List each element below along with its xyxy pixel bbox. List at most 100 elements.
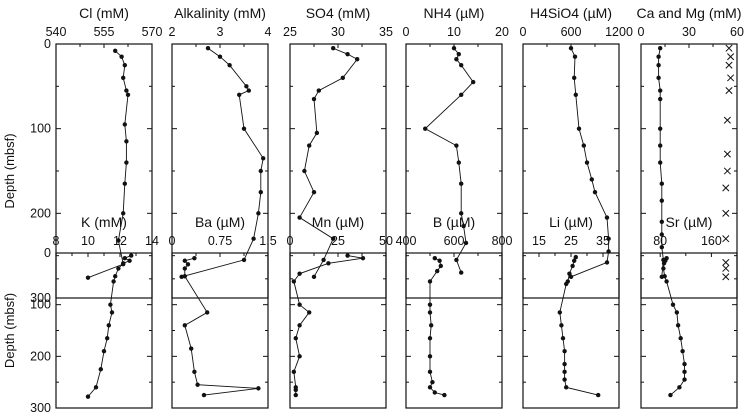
data-point bbox=[291, 279, 297, 284]
x-tick-label: 8 bbox=[53, 234, 60, 248]
data-point bbox=[658, 46, 663, 51]
data-point bbox=[456, 51, 461, 57]
data-point bbox=[674, 310, 680, 315]
x-tick-label: 12 bbox=[113, 234, 127, 248]
x-tick-label: 555 bbox=[94, 25, 115, 39]
data-point bbox=[297, 354, 302, 359]
data-point bbox=[311, 189, 317, 195]
x-tick-label: 540 bbox=[46, 25, 67, 39]
data-point bbox=[192, 369, 197, 375]
x-tick-label: 15 bbox=[532, 234, 546, 248]
data-point bbox=[217, 54, 223, 59]
data-point bbox=[331, 46, 336, 51]
data-point bbox=[427, 336, 433, 341]
data-point-x bbox=[727, 53, 735, 61]
x-tick-label: 160 bbox=[701, 234, 722, 248]
y-tick-label: 200 bbox=[30, 349, 51, 363]
plot-frame bbox=[522, 43, 620, 299]
data-point bbox=[321, 257, 326, 263]
data-point bbox=[113, 48, 118, 53]
data-point bbox=[237, 92, 242, 98]
data-point bbox=[659, 198, 664, 203]
x-tick-label: 25 bbox=[331, 234, 345, 248]
data-point bbox=[360, 255, 366, 261]
data-point bbox=[459, 211, 464, 216]
x-tick-label: 0 bbox=[287, 234, 294, 248]
y-tick-label: 0 bbox=[44, 37, 51, 51]
data-point bbox=[93, 385, 99, 390]
data-point bbox=[122, 255, 128, 261]
data-point bbox=[658, 126, 663, 131]
data-point bbox=[584, 160, 590, 165]
panel-11: Li (µM)15 25 35 bbox=[522, 214, 620, 409]
panel-5: H4SiO4 (µM)0 600 1200 bbox=[520, 5, 633, 299]
data-point bbox=[572, 75, 577, 81]
data-point bbox=[459, 270, 464, 275]
plot-frame bbox=[522, 252, 620, 409]
data-point bbox=[678, 336, 683, 341]
data-point bbox=[111, 279, 116, 284]
data-point bbox=[427, 369, 433, 375]
data-point bbox=[182, 266, 187, 271]
y-tick-label: 100 bbox=[30, 122, 51, 136]
data-point bbox=[307, 143, 312, 148]
data-point bbox=[662, 274, 667, 279]
data-point bbox=[192, 255, 197, 261]
data-point bbox=[345, 51, 350, 57]
data-point bbox=[562, 348, 567, 354]
data-point bbox=[246, 88, 251, 93]
data-point bbox=[302, 168, 307, 174]
y-tick-label: 0 bbox=[44, 246, 51, 260]
data-point bbox=[677, 385, 682, 390]
x-tick-label: 35 bbox=[596, 234, 610, 248]
panel-title: K (mM) bbox=[81, 214, 127, 230]
data-point bbox=[675, 323, 681, 328]
data-point bbox=[432, 255, 437, 261]
x-tick-label: 25 bbox=[283, 25, 297, 39]
panel-7: K (mM) 8 10 12 14 0 100 200 300 Depth (mbsf) bbox=[2, 214, 159, 415]
data-point bbox=[562, 369, 567, 375]
data-point-x bbox=[722, 209, 730, 217]
data-point bbox=[261, 156, 266, 161]
data-point bbox=[185, 262, 191, 267]
panel-title: Sr (µM) bbox=[666, 214, 713, 230]
series-line bbox=[559, 256, 599, 396]
series-line bbox=[298, 47, 358, 278]
data-point bbox=[459, 62, 464, 68]
plot-frame bbox=[640, 252, 738, 409]
data-point bbox=[430, 379, 435, 385]
data-point bbox=[589, 177, 594, 182]
data-point bbox=[459, 181, 464, 186]
plot-frame bbox=[640, 43, 738, 299]
data-point-x bbox=[722, 264, 730, 272]
data-point bbox=[668, 392, 673, 398]
panel-title: Ca and Mg (mM) bbox=[636, 5, 741, 21]
data-point bbox=[427, 310, 433, 315]
x-tick-label: 0 bbox=[638, 25, 645, 39]
data-point bbox=[429, 323, 434, 328]
data-point bbox=[559, 323, 564, 328]
data-point bbox=[454, 143, 459, 148]
data-point bbox=[124, 88, 129, 93]
data-point bbox=[331, 236, 336, 241]
data-point bbox=[311, 96, 317, 102]
data-point bbox=[227, 62, 232, 68]
data-point bbox=[461, 223, 466, 229]
series-line bbox=[293, 255, 364, 396]
data-point bbox=[355, 57, 360, 62]
data-point bbox=[596, 392, 601, 398]
data-point bbox=[98, 367, 104, 372]
data-point bbox=[427, 279, 433, 284]
data-point bbox=[659, 245, 664, 250]
data-point bbox=[656, 62, 661, 68]
data-point bbox=[682, 361, 687, 367]
series-line bbox=[658, 48, 664, 277]
x-tick-label: 2 bbox=[169, 25, 176, 39]
data-point bbox=[251, 236, 256, 241]
data-point-x bbox=[727, 74, 735, 82]
data-point bbox=[564, 385, 569, 390]
data-point bbox=[682, 369, 687, 375]
data-point bbox=[432, 390, 437, 395]
x-tick-label: 600 bbox=[444, 234, 465, 248]
plot-frame bbox=[171, 43, 269, 299]
